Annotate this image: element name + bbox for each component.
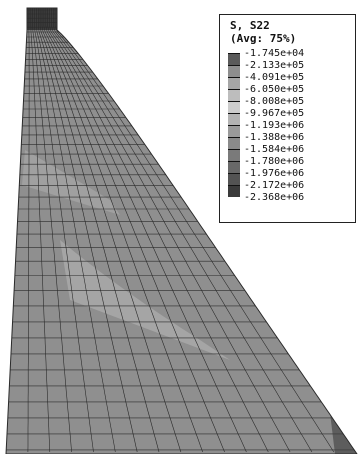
legend-variable: S, S22	[230, 19, 270, 32]
legend-color-band	[228, 185, 240, 197]
legend-level-label: -2.133e+05	[244, 60, 305, 71]
legend-color-band	[228, 89, 240, 101]
legend-level-label: -1.584e+06	[244, 144, 305, 155]
deformed-body	[6, 8, 357, 454]
legend-level-label: -4.091e+05	[244, 72, 305, 83]
legend-color-band	[228, 53, 240, 65]
legend-color-band	[228, 125, 240, 137]
legend-level-label: -2.368e+06	[244, 192, 305, 203]
legend-color-band	[228, 173, 240, 185]
legend-level-label: -9.967e+05	[244, 108, 305, 119]
legend-color-band	[228, 113, 240, 125]
legend-color-band	[228, 149, 240, 161]
legend-level-label: -8.008e+05	[244, 96, 305, 107]
legend-level-label: -1.780e+06	[244, 156, 305, 167]
legend-color-band	[228, 137, 240, 149]
legend-color-band	[228, 101, 240, 113]
legend-level-label: -1.193e+06	[244, 120, 305, 131]
legend-color-band	[228, 161, 240, 173]
legend-averaging: (Avg: 75%)	[230, 32, 297, 45]
legend-color-band	[228, 65, 240, 77]
legend-level-label: -6.050e+05	[244, 84, 305, 95]
legend-level-label: -1.745e+04	[244, 48, 305, 59]
legend-color-band	[228, 77, 240, 89]
legend-level-label: -1.388e+06	[244, 132, 305, 143]
contour-legend: S, S22 (Avg: 75%) -1.745e+04 -2.133e+05 -4…	[219, 14, 356, 223]
legend-level-label: -2.172e+06	[244, 180, 305, 191]
legend-level-label: -1.976e+06	[244, 168, 305, 179]
